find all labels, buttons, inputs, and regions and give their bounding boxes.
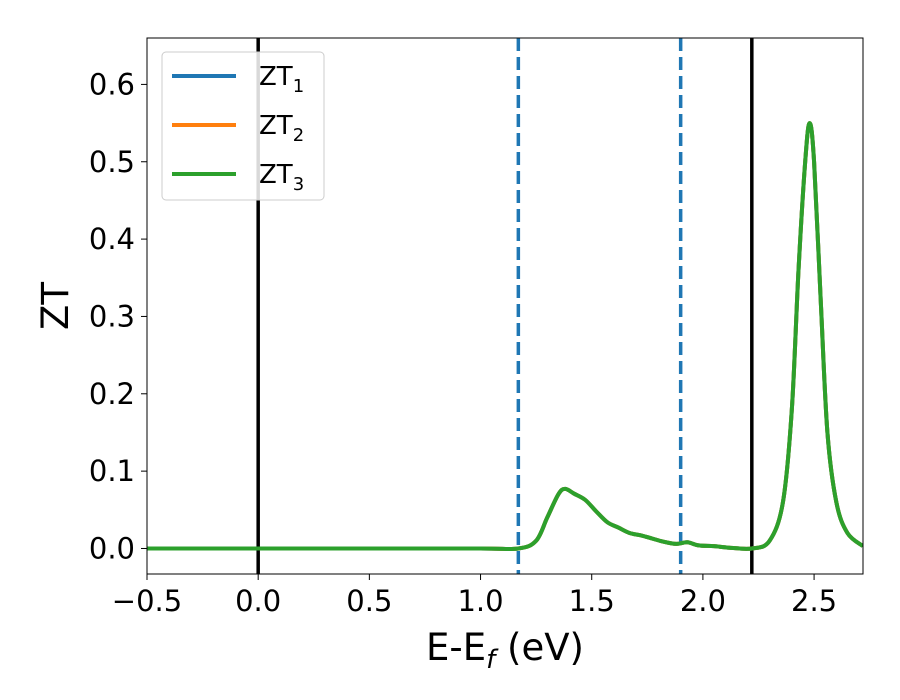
legend-label-zt1: ZT1 [259, 62, 304, 97]
y-tick-label: 0.5 [89, 145, 135, 179]
y-tick-label: 0.2 [89, 377, 135, 411]
x-tick-label: 2.0 [680, 584, 726, 618]
plot-frame [146, 37, 864, 575]
legend-label-zt3: ZT3 [259, 160, 304, 195]
series-lines [147, 121, 863, 552]
y-axis-label: ZT [34, 282, 77, 330]
legend-frame [161, 51, 325, 201]
x-tick-label: 1.5 [569, 584, 615, 618]
series-line-zt3 [147, 121, 863, 552]
x-tick-label: 0.5 [346, 584, 392, 618]
legend: ZT1 ZT2 ZT3 [161, 51, 325, 201]
x-axis-label-unit: (eV) [495, 626, 584, 669]
y-tick-label: 0.1 [89, 454, 135, 488]
x-tick-label: 0.0 [235, 584, 281, 618]
y-tick-label: 0.0 [89, 531, 135, 565]
x-axis-label: E-Ef (eV) [426, 626, 584, 675]
x-tick-label: −0.5 [112, 584, 182, 618]
y-axis: 0.0 0.1 0.2 0.3 0.4 0.5 0.6 [89, 67, 147, 565]
x-tick-label: 1.0 [457, 584, 503, 618]
y-tick-label: 0.6 [89, 67, 135, 101]
x-tick-label: 2.5 [791, 584, 837, 618]
y-tick-label: 0.4 [89, 222, 135, 256]
x-axis: −0.5 0.0 0.5 1.0 1.5 2.0 2.5 [112, 574, 837, 618]
y-tick-label: 0.3 [89, 299, 135, 333]
legend-label-zt2: ZT2 [259, 111, 304, 146]
